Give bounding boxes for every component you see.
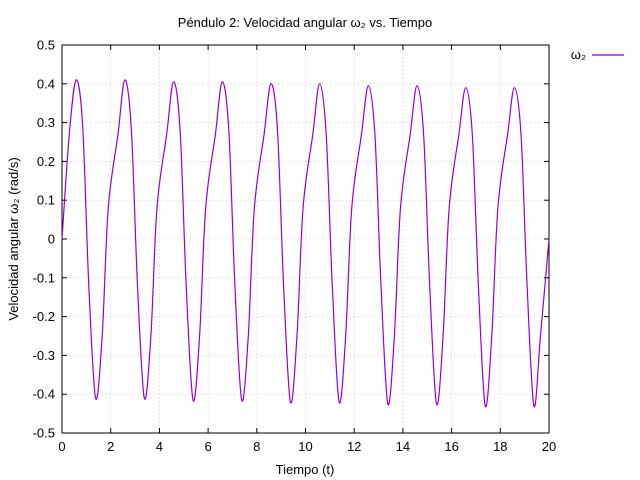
x-tick-label: 8 bbox=[253, 439, 260, 454]
y-tick-labels: -0.5 -0.4 -0.3 -0.2 -0.1 0 0.1 0.2 0.3 0.4 0.5 bbox=[33, 38, 55, 441]
x-tick-label: 18 bbox=[493, 439, 507, 454]
x-tick-label: 12 bbox=[347, 439, 361, 454]
y-tick-label: -0.1 bbox=[33, 270, 55, 285]
x-tick-label: 16 bbox=[444, 439, 458, 454]
y-axis-title: Velocidad angular ω₂ (rad/s) bbox=[6, 157, 21, 320]
y-tick-label: -0.2 bbox=[33, 309, 55, 324]
y-tick-label: 0.3 bbox=[37, 115, 55, 130]
x-tick-label: 4 bbox=[156, 439, 163, 454]
legend: ω₂ bbox=[571, 47, 624, 62]
y-tick-label: -0.3 bbox=[33, 348, 55, 363]
y-tick-label: -0.5 bbox=[33, 426, 55, 441]
series-line-omega2 bbox=[61, 79, 550, 408]
y-tick-label: -0.4 bbox=[33, 387, 55, 402]
x-tick-label: 10 bbox=[298, 439, 312, 454]
grid-lines bbox=[62, 45, 549, 433]
x-axis-title: Tiempo (t) bbox=[276, 462, 335, 477]
x-tick-label: 14 bbox=[396, 439, 410, 454]
x-tick-label: 0 bbox=[58, 439, 65, 454]
x-tick-labels: 0 2 4 6 8 10 12 14 16 18 20 bbox=[58, 439, 556, 454]
y-tick-label: 0.4 bbox=[37, 76, 55, 91]
legend-label: ω₂ bbox=[571, 47, 586, 62]
chart-title: Péndulo 2: Velocidad angular ω₂ vs. Tiem… bbox=[178, 15, 432, 30]
y-tick-label: 0 bbox=[48, 232, 55, 247]
y-tick-label: 0.2 bbox=[37, 154, 55, 169]
x-tick-label: 20 bbox=[542, 439, 556, 454]
x-tick-label: 6 bbox=[204, 439, 211, 454]
y-tick-label: 0.5 bbox=[37, 38, 55, 53]
y-tick-label: 0.1 bbox=[37, 193, 55, 208]
x-tick-label: 2 bbox=[107, 439, 114, 454]
